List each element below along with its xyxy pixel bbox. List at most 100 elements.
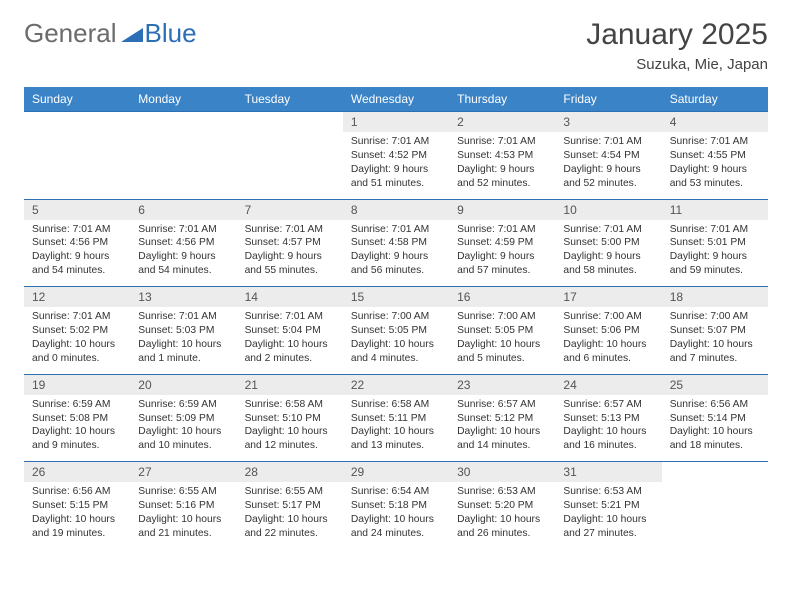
day-body (130, 132, 236, 188)
daylight-text: Daylight: 10 hours and 27 minutes. (563, 513, 653, 541)
daylight-text: Daylight: 10 hours and 24 minutes. (351, 513, 441, 541)
sunset-text: Sunset: 4:55 PM (670, 149, 760, 163)
day-body: Sunrise: 6:53 AMSunset: 5:20 PMDaylight:… (449, 482, 555, 549)
calendar-cell: 5Sunrise: 7:01 AMSunset: 4:56 PMDaylight… (24, 199, 130, 287)
calendar-cell: 2Sunrise: 7:01 AMSunset: 4:53 PMDaylight… (449, 112, 555, 200)
daylight-text: Daylight: 10 hours and 1 minute. (138, 338, 228, 366)
calendar-cell: 15Sunrise: 7:00 AMSunset: 5:05 PMDayligh… (343, 287, 449, 375)
sunrise-text: Sunrise: 7:00 AM (457, 310, 547, 324)
sunset-text: Sunset: 5:03 PM (138, 324, 228, 338)
calendar-cell: 23Sunrise: 6:57 AMSunset: 5:12 PMDayligh… (449, 374, 555, 462)
day-number: 27 (130, 462, 236, 482)
sunset-text: Sunset: 5:01 PM (670, 236, 760, 250)
sunset-text: Sunset: 4:53 PM (457, 149, 547, 163)
sunrise-text: Sunrise: 7:01 AM (457, 223, 547, 237)
calendar-table: Sunday Monday Tuesday Wednesday Thursday… (24, 87, 768, 549)
sunrise-text: Sunrise: 7:01 AM (351, 135, 441, 149)
calendar-cell: 31Sunrise: 6:53 AMSunset: 5:21 PMDayligh… (555, 462, 661, 549)
day-number: 6 (130, 200, 236, 220)
sunrise-text: Sunrise: 7:01 AM (670, 135, 760, 149)
calendar-cell: 22Sunrise: 6:58 AMSunset: 5:11 PMDayligh… (343, 374, 449, 462)
calendar-cell: 6Sunrise: 7:01 AMSunset: 4:56 PMDaylight… (130, 199, 236, 287)
sunrise-text: Sunrise: 7:00 AM (563, 310, 653, 324)
day-number: 14 (237, 287, 343, 307)
day-body: Sunrise: 7:00 AMSunset: 5:05 PMDaylight:… (449, 307, 555, 374)
header: General Blue January 2025 Suzuka, Mie, J… (24, 18, 768, 73)
sunrise-text: Sunrise: 6:53 AM (457, 485, 547, 499)
sunset-text: Sunset: 5:12 PM (457, 412, 547, 426)
calendar-cell: 21Sunrise: 6:58 AMSunset: 5:10 PMDayligh… (237, 374, 343, 462)
sunset-text: Sunset: 5:10 PM (245, 412, 335, 426)
day-body: Sunrise: 7:01 AMSunset: 4:52 PMDaylight:… (343, 132, 449, 199)
col-thu: Thursday (449, 87, 555, 112)
day-number: 5 (24, 200, 130, 220)
day-body: Sunrise: 7:01 AMSunset: 5:03 PMDaylight:… (130, 307, 236, 374)
calendar-cell: 8Sunrise: 7:01 AMSunset: 4:58 PMDaylight… (343, 199, 449, 287)
sunset-text: Sunset: 4:58 PM (351, 236, 441, 250)
day-body: Sunrise: 6:53 AMSunset: 5:21 PMDaylight:… (555, 482, 661, 549)
day-number: 22 (343, 375, 449, 395)
day-number: 7 (237, 200, 343, 220)
day-number: 24 (555, 375, 661, 395)
daylight-text: Daylight: 9 hours and 58 minutes. (563, 250, 653, 278)
calendar-week-row: 26Sunrise: 6:56 AMSunset: 5:15 PMDayligh… (24, 462, 768, 549)
logo-text-general: General (24, 18, 117, 49)
sunrise-text: Sunrise: 6:55 AM (138, 485, 228, 499)
sunset-text: Sunset: 5:20 PM (457, 499, 547, 513)
day-number: 23 (449, 375, 555, 395)
calendar-cell: 10Sunrise: 7:01 AMSunset: 5:00 PMDayligh… (555, 199, 661, 287)
day-number (662, 462, 768, 482)
day-body: Sunrise: 6:59 AMSunset: 5:09 PMDaylight:… (130, 395, 236, 462)
sunset-text: Sunset: 5:08 PM (32, 412, 122, 426)
calendar-cell: 26Sunrise: 6:56 AMSunset: 5:15 PMDayligh… (24, 462, 130, 549)
sunset-text: Sunset: 5:14 PM (670, 412, 760, 426)
col-sun: Sunday (24, 87, 130, 112)
daylight-text: Daylight: 9 hours and 55 minutes. (245, 250, 335, 278)
sunrise-text: Sunrise: 6:57 AM (563, 398, 653, 412)
daylight-text: Daylight: 9 hours and 56 minutes. (351, 250, 441, 278)
calendar-cell: 19Sunrise: 6:59 AMSunset: 5:08 PMDayligh… (24, 374, 130, 462)
day-number: 26 (24, 462, 130, 482)
sunset-text: Sunset: 5:11 PM (351, 412, 441, 426)
daylight-text: Daylight: 10 hours and 21 minutes. (138, 513, 228, 541)
calendar-cell (237, 112, 343, 200)
sunrise-text: Sunrise: 6:56 AM (670, 398, 760, 412)
daylight-text: Daylight: 10 hours and 22 minutes. (245, 513, 335, 541)
col-sat: Saturday (662, 87, 768, 112)
day-body: Sunrise: 7:00 AMSunset: 5:06 PMDaylight:… (555, 307, 661, 374)
day-number: 12 (24, 287, 130, 307)
sunset-text: Sunset: 5:00 PM (563, 236, 653, 250)
calendar-week-row: 12Sunrise: 7:01 AMSunset: 5:02 PMDayligh… (24, 287, 768, 375)
day-number: 19 (24, 375, 130, 395)
sunset-text: Sunset: 5:05 PM (351, 324, 441, 338)
calendar-cell: 3Sunrise: 7:01 AMSunset: 4:54 PMDaylight… (555, 112, 661, 200)
calendar-cell: 11Sunrise: 7:01 AMSunset: 5:01 PMDayligh… (662, 199, 768, 287)
daylight-text: Daylight: 10 hours and 0 minutes. (32, 338, 122, 366)
daylight-text: Daylight: 10 hours and 6 minutes. (563, 338, 653, 366)
calendar-week-row: 1Sunrise: 7:01 AMSunset: 4:52 PMDaylight… (24, 112, 768, 200)
sunset-text: Sunset: 4:54 PM (563, 149, 653, 163)
logo-text-blue: Blue (145, 18, 197, 49)
day-body (662, 482, 768, 538)
col-wed: Wednesday (343, 87, 449, 112)
day-number: 20 (130, 375, 236, 395)
sunrise-text: Sunrise: 6:53 AM (563, 485, 653, 499)
daylight-text: Daylight: 9 hours and 59 minutes. (670, 250, 760, 278)
day-number: 1 (343, 112, 449, 132)
calendar-cell: 25Sunrise: 6:56 AMSunset: 5:14 PMDayligh… (662, 374, 768, 462)
location: Suzuka, Mie, Japan (586, 56, 768, 73)
calendar-cell (130, 112, 236, 200)
daylight-text: Daylight: 9 hours and 57 minutes. (457, 250, 547, 278)
day-body: Sunrise: 6:57 AMSunset: 5:13 PMDaylight:… (555, 395, 661, 462)
day-body: Sunrise: 7:01 AMSunset: 4:56 PMDaylight:… (130, 220, 236, 287)
day-body: Sunrise: 7:01 AMSunset: 5:00 PMDaylight:… (555, 220, 661, 287)
sunrise-text: Sunrise: 7:00 AM (670, 310, 760, 324)
day-number: 18 (662, 287, 768, 307)
sunrise-text: Sunrise: 7:01 AM (457, 135, 547, 149)
day-body: Sunrise: 6:56 AMSunset: 5:15 PMDaylight:… (24, 482, 130, 549)
daylight-text: Daylight: 9 hours and 53 minutes. (670, 163, 760, 191)
day-body: Sunrise: 7:01 AMSunset: 4:59 PMDaylight:… (449, 220, 555, 287)
day-number: 2 (449, 112, 555, 132)
calendar-week-row: 19Sunrise: 6:59 AMSunset: 5:08 PMDayligh… (24, 374, 768, 462)
sunset-text: Sunset: 5:09 PM (138, 412, 228, 426)
